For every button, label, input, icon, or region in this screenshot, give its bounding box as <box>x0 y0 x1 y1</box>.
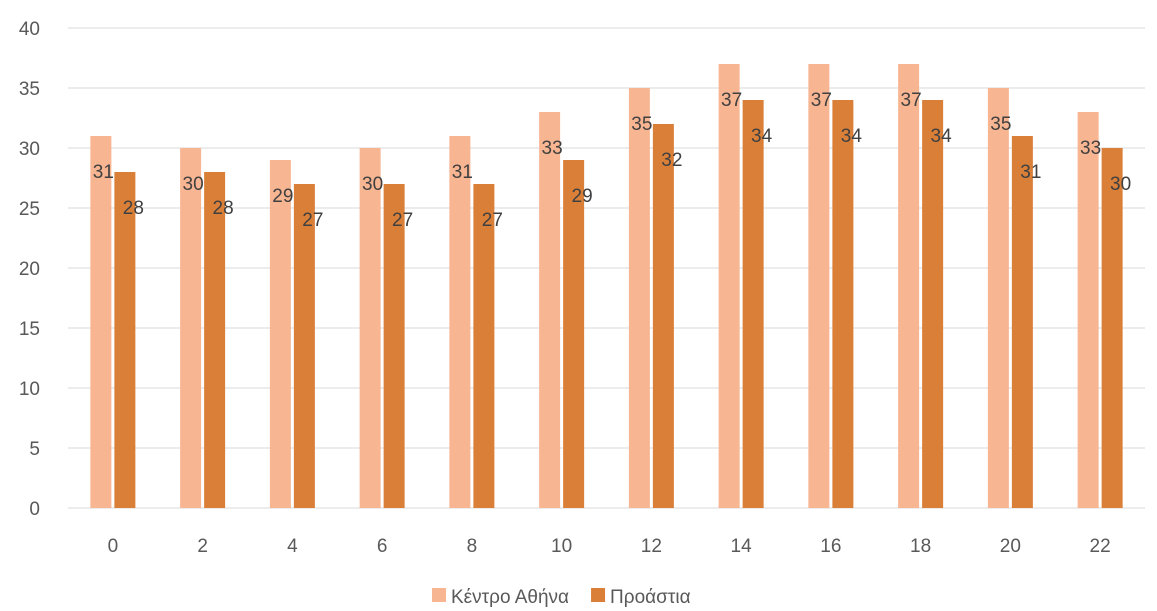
bar-proastia <box>563 160 585 508</box>
data-label: 32 <box>661 150 682 171</box>
data-label: 30 <box>1110 174 1131 195</box>
data-label: 28 <box>123 198 144 219</box>
bar-kentro-athina <box>987 88 1009 508</box>
data-label: 31 <box>452 162 473 183</box>
x-axis-tick-labels: 0 2 4 6 8 10 12 14 16 18 20 22 <box>108 536 1111 557</box>
x-tick-label: 16 <box>820 536 841 557</box>
bar-proastia <box>1011 136 1033 508</box>
legend-swatch-kentro-athina <box>432 588 446 602</box>
bar-proastia <box>1101 148 1123 508</box>
legend-label-kentro-athina: Κέντρο Αθήνα <box>451 587 569 608</box>
bar-proastia <box>473 184 495 508</box>
data-label: 37 <box>811 90 832 111</box>
data-label: 27 <box>302 210 323 231</box>
data-label: 37 <box>721 90 742 111</box>
bar-kentro-athina <box>628 88 650 508</box>
data-label: 27 <box>482 210 503 231</box>
bars <box>90 64 1123 508</box>
y-tick-label: 35 <box>19 79 40 100</box>
data-label: 33 <box>542 138 563 159</box>
data-labels: 31 28 30 28 29 27 30 27 31 27 33 29 35 32 37 34 37 34 37 34… <box>93 90 1131 231</box>
data-label: 34 <box>841 126 863 147</box>
bar-kentro-athina <box>898 64 920 508</box>
bar-proastia <box>652 124 674 508</box>
data-label: 29 <box>572 186 593 207</box>
bar-proastia <box>204 172 226 508</box>
x-tick-label: 22 <box>1090 536 1111 557</box>
y-tick-label: 15 <box>19 319 40 340</box>
bar-kentro-athina <box>359 148 381 508</box>
y-tick-label: 10 <box>19 379 40 400</box>
data-label: 34 <box>751 126 773 147</box>
bar-proastia <box>293 184 315 508</box>
x-tick-label: 14 <box>731 536 753 557</box>
data-label: 35 <box>990 114 1011 135</box>
legend-swatch-proastia <box>591 588 606 602</box>
legend-label-proastia: Προάστια <box>610 587 691 608</box>
bar-kentro-athina <box>718 64 740 508</box>
data-label: 27 <box>392 210 413 231</box>
bar-proastia <box>742 100 764 508</box>
y-tick-label: 25 <box>19 199 40 220</box>
data-label: 30 <box>183 174 204 195</box>
bar-proastia <box>114 172 136 508</box>
bar-kentro-athina <box>539 112 561 508</box>
y-axis-tick-labels: 0 5 10 15 20 25 30 35 40 <box>19 19 40 520</box>
bar-proastia <box>832 100 854 508</box>
bar-kentro-athina <box>180 148 202 508</box>
y-tick-label: 0 <box>29 499 40 520</box>
x-tick-label: 10 <box>551 536 572 557</box>
data-label: 30 <box>362 174 383 195</box>
bar-proastia <box>922 100 944 508</box>
y-tick-label: 40 <box>19 19 40 40</box>
x-tick-label: 12 <box>641 536 662 557</box>
bar-kentro-athina <box>269 160 291 508</box>
x-tick-label: 4 <box>287 536 298 557</box>
data-label: 37 <box>901 90 922 111</box>
x-tick-label: 18 <box>910 536 931 557</box>
y-tick-label: 5 <box>29 439 40 460</box>
x-tick-label: 8 <box>467 536 478 557</box>
data-label: 35 <box>631 114 652 135</box>
x-tick-label: 20 <box>1000 536 1021 557</box>
bar-kentro-athina <box>808 64 830 508</box>
gridlines <box>68 27 1145 509</box>
bar-proastia <box>383 184 405 508</box>
bar-kentro-athina <box>90 136 112 508</box>
y-tick-label: 30 <box>19 139 40 160</box>
bar-kentro-athina <box>449 136 471 508</box>
x-tick-label: 2 <box>197 536 208 557</box>
y-tick-label: 20 <box>19 259 40 280</box>
bar-kentro-athina <box>1077 112 1099 508</box>
data-label: 29 <box>272 186 293 207</box>
data-label: 31 <box>93 162 114 183</box>
data-label: 33 <box>1080 138 1101 159</box>
legend: Κέντρο Αθήνα Προάστια <box>432 587 691 608</box>
data-label: 34 <box>931 126 953 147</box>
x-tick-label: 0 <box>108 536 119 557</box>
data-label: 31 <box>1020 162 1041 183</box>
x-tick-label: 6 <box>377 536 388 557</box>
data-label: 28 <box>213 198 234 219</box>
